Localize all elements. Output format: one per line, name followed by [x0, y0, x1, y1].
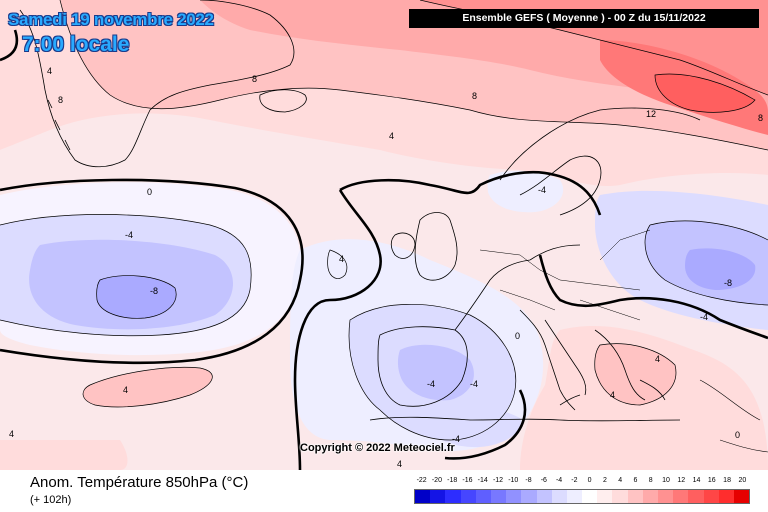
legend-swatch	[627, 490, 643, 503]
legend-swatch	[582, 490, 598, 503]
contour-label-minus4-africa: -4	[452, 434, 460, 444]
legend-tick-label: 16	[707, 477, 716, 484]
legend-swatch	[718, 490, 734, 503]
contour-label-minus4-atlantic: -4	[125, 230, 133, 240]
contour-label-zero-alps: 0	[515, 331, 520, 341]
legend-tick-label: 6	[633, 477, 638, 484]
legend-tick-label: -20	[431, 477, 442, 484]
lead-time: (+ 102h)	[30, 494, 72, 506]
legend-tick-label: -22	[416, 477, 427, 484]
legend-tick-label: -10	[508, 477, 519, 484]
color-scale-legend: -22 -20 -18 -16 -14 -12 -10 -8 -6 -4 -2 0 2 4 6 8 10 12 14…	[414, 477, 750, 504]
legend-tick-label: 8	[648, 477, 653, 484]
legend-tick-label: -8	[525, 477, 532, 484]
legend-tick-label: 20	[738, 477, 747, 484]
legend-tick-label: -2	[571, 477, 578, 484]
legend-swatch	[521, 490, 537, 503]
contour-label-8-iceland: 8	[252, 74, 257, 84]
legend-swatch	[506, 490, 522, 503]
legend-swatch	[490, 490, 507, 503]
variable-title: Anom. Température 850hPa (°C)	[30, 474, 249, 491]
legend-swatch	[475, 490, 491, 503]
valid-time: 7:00 locale	[22, 33, 130, 56]
legend-swatch	[430, 490, 446, 503]
valid-date: Samedi 19 novembre 2022	[8, 10, 214, 29]
contour-label-8-north: 8	[472, 91, 477, 101]
legend-tick-label: -18	[447, 477, 458, 484]
legend-tick-label: 18	[723, 477, 731, 484]
contour-label-4-greece: 4	[610, 390, 615, 400]
contour-label-4-mid: 4	[339, 254, 344, 264]
legend-swatch	[445, 490, 461, 503]
contour-label-minus8-east: -8	[724, 278, 732, 288]
contour-label-minus4-med: -4	[470, 379, 478, 389]
contour-label-8-greenland: 8	[58, 95, 63, 105]
contour-label-minus4-scandinavia: -4	[538, 185, 546, 195]
contour-label-minus4-iberia: -4	[427, 379, 435, 389]
legend-swatch	[612, 490, 628, 503]
contour-label-minus8-atlantic: -8	[150, 286, 158, 296]
legend-swatch	[415, 490, 431, 503]
legend-color-bar	[414, 489, 750, 504]
contour-label-4-south: 4	[123, 385, 128, 395]
copyright-notice: Copyright © 2022 Meteociel.fr	[300, 442, 455, 454]
contour-label-zero-atlantic: 0	[147, 187, 152, 197]
contour-label-minus4-east: -4	[700, 312, 708, 322]
legend-swatch	[551, 490, 567, 503]
legend-swatch	[688, 490, 704, 503]
coastlines	[19, 0, 768, 453]
contour-label-4-sw: 4	[9, 429, 14, 439]
contour-label-4-aegean: 4	[655, 354, 660, 364]
cold-anomaly-areas	[0, 170, 768, 451]
legend-tick-label: 14	[692, 477, 701, 484]
legend-swatch	[703, 490, 719, 503]
legend-tick-label: -16	[462, 477, 473, 484]
model-run-banner: Ensemble GEFS ( Moyenne ) - 00 Z du 15/1…	[409, 9, 759, 28]
legend-tick-label: 12	[677, 477, 686, 484]
legend-tick-label: 4	[618, 477, 623, 484]
contour-label-4-north: 4	[389, 131, 394, 141]
legend-swatch	[536, 490, 552, 503]
legend-swatch	[597, 490, 613, 503]
legend-tick-label: 10	[662, 477, 670, 484]
contour-label-zero-east: 0	[735, 430, 740, 440]
legend-tick-label: -14	[477, 477, 488, 484]
contour-label-8-east: 8	[758, 113, 763, 123]
legend-tick-label: -12	[492, 477, 504, 484]
contour-label-12: 12	[646, 109, 656, 119]
legend-swatch	[566, 490, 583, 503]
legend-swatch	[642, 490, 658, 503]
anomaly-map: -8 -4 0 4 4 4 8 12 8 -8 -4 -4 -4 -4 0 4 …	[0, 0, 768, 470]
legend-swatch	[673, 490, 689, 503]
legend-tick-labels: -22 -20 -18 -16 -14 -12 -10 -8 -6 -4 -2 0 2 4 6 8 10 12 14…	[414, 477, 750, 487]
contour-labels: -8 -4 0 4 4 4 8 12 8 -8 -4 -4 -4 -4 0 4 …	[9, 66, 763, 469]
legend-swatch	[460, 490, 476, 503]
contour-label-4-africa: 4	[397, 459, 402, 469]
legend-tick-label: 0	[587, 477, 592, 484]
legend-tick-label: -4	[555, 477, 563, 484]
zero-anomaly-contours	[0, 29, 768, 470]
legend-tick-label: -6	[540, 477, 547, 484]
contour-label-4-greenland: 4	[47, 66, 52, 76]
legend-swatch	[658, 490, 674, 503]
legend-tick-label: 2	[602, 477, 607, 484]
legend-swatch	[733, 490, 750, 503]
